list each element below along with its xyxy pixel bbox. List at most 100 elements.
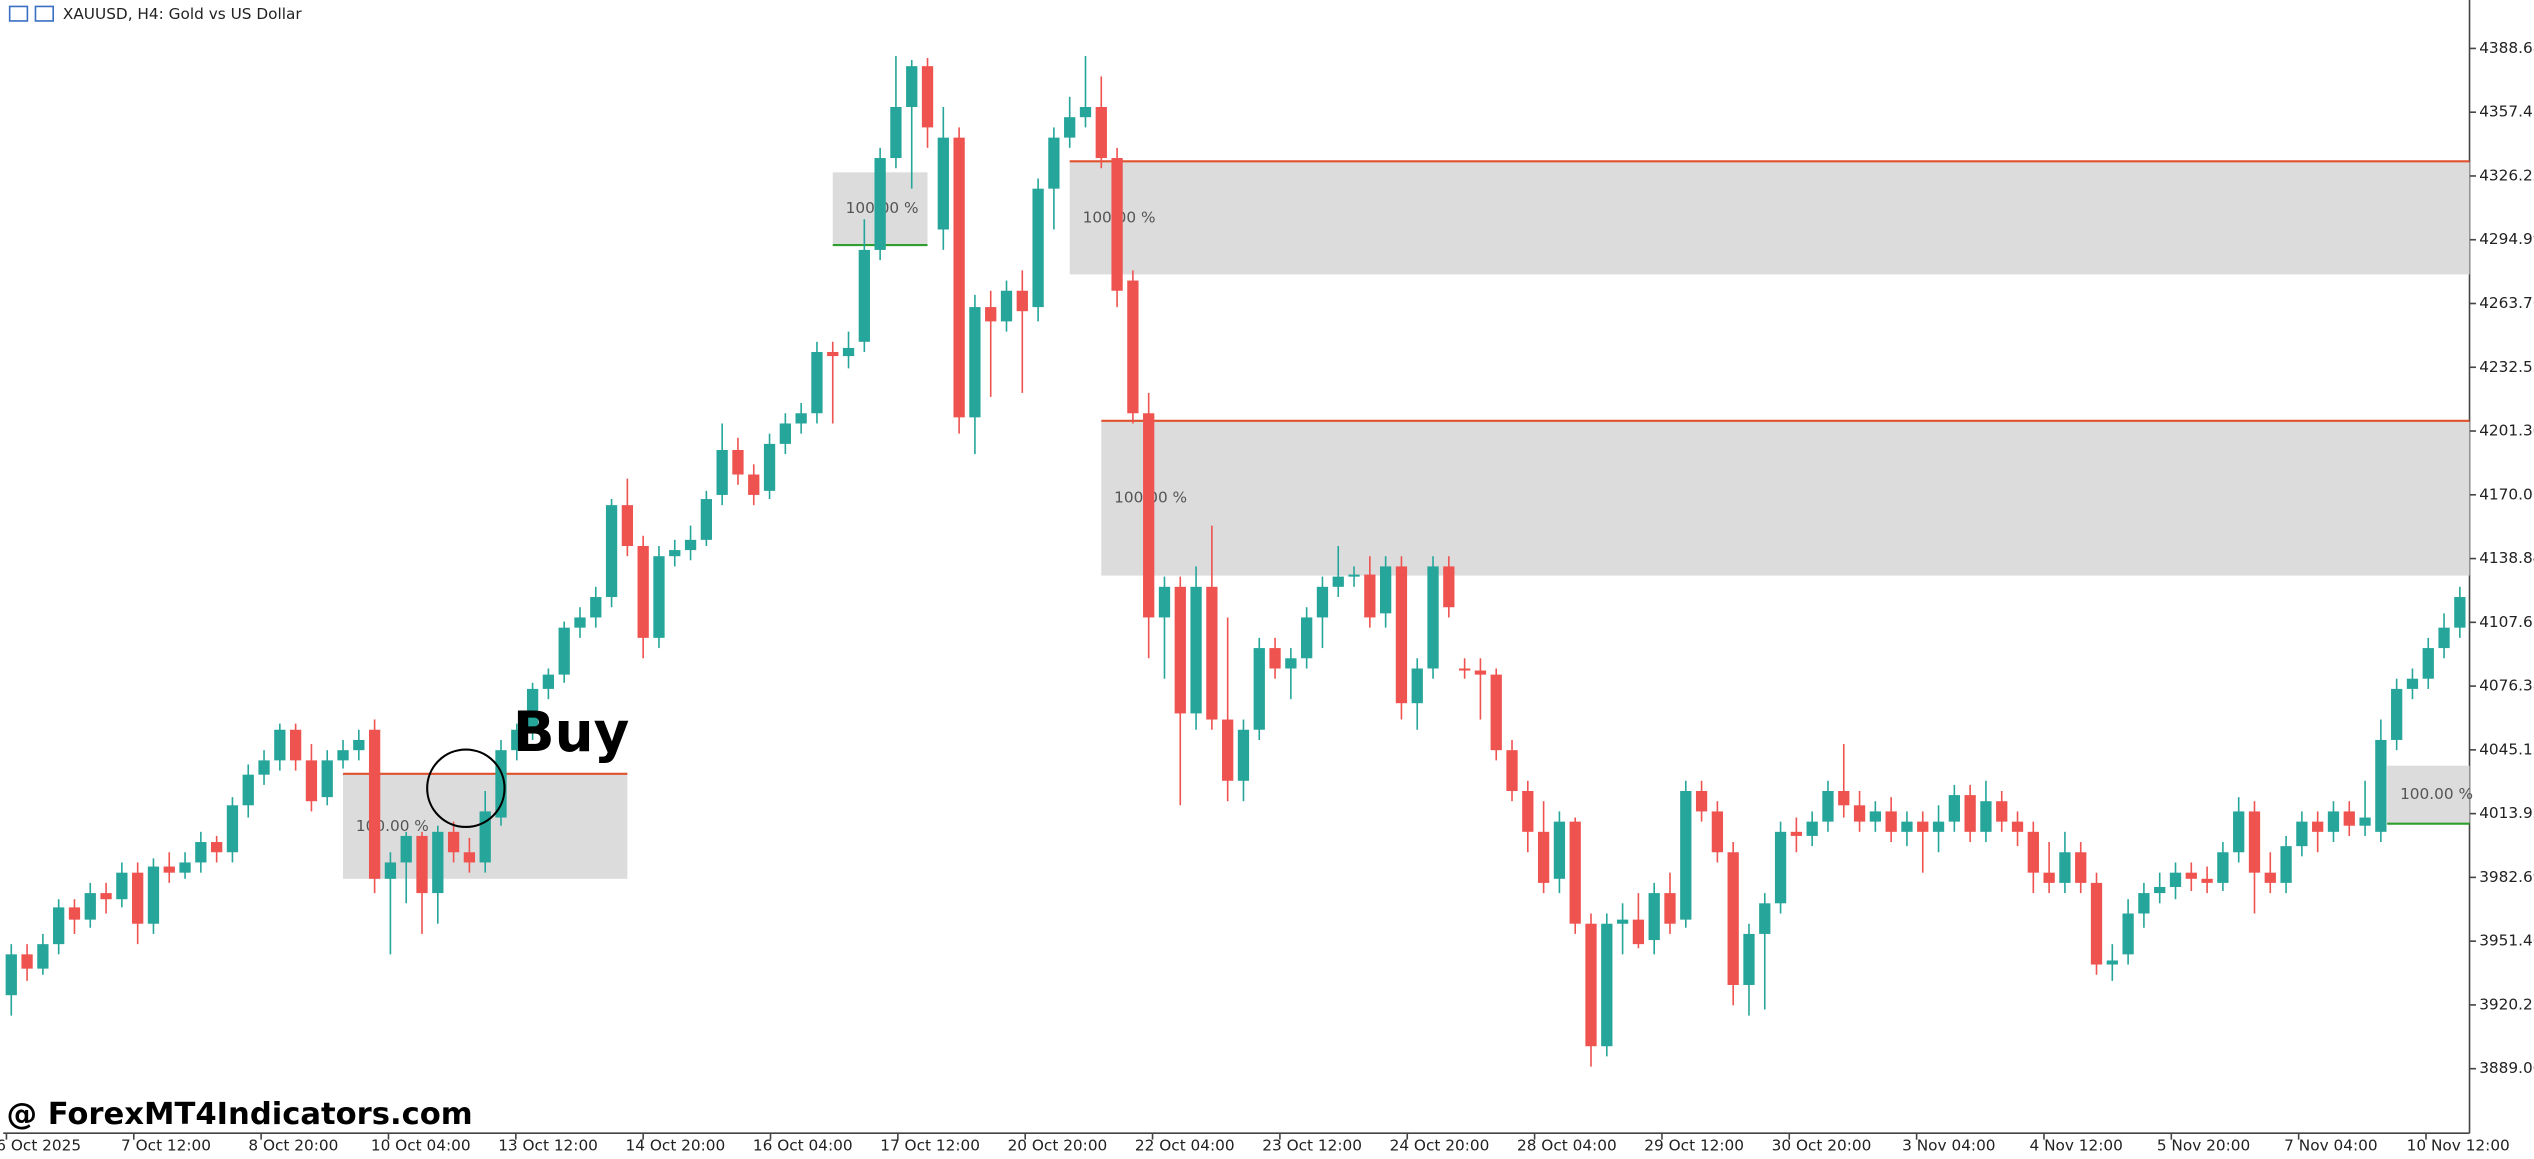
candle-body [858, 249, 870, 342]
zone [2387, 765, 2470, 824]
candle-body [1016, 290, 1028, 312]
candle-body [242, 774, 254, 806]
candle-body [574, 617, 586, 628]
candle-body [2406, 678, 2419, 689]
candle-body [1127, 280, 1139, 414]
candle-body [795, 413, 807, 424]
candle-body [1727, 852, 1739, 985]
candle-body [1395, 566, 1408, 704]
candle-body [1948, 795, 1960, 822]
candle-body [1190, 586, 1202, 714]
candle-body [937, 137, 949, 230]
candle-body [2454, 597, 2466, 628]
candle-body [258, 760, 270, 775]
candle-body [432, 831, 444, 894]
y-tick-label: 4388.68 [2479, 39, 2534, 57]
candle-body [542, 674, 555, 689]
x-tick-label: 4 Nov 12:00 [2030, 1137, 2123, 1155]
candle-body [1364, 574, 1376, 618]
watermark: @ ForexMT4Indicators.com [6, 1097, 472, 1132]
candle-body [1079, 106, 1092, 118]
y-tick-label: 4201.30 [2479, 422, 2534, 440]
candle-body [21, 954, 33, 969]
candle-body [1427, 566, 1439, 669]
x-tick-label: 14 Oct 20:00 [626, 1137, 726, 1155]
candle-body [684, 539, 697, 551]
candle-body [132, 872, 144, 924]
candle-body [1901, 821, 1913, 832]
candle-body [1553, 821, 1566, 879]
candle-body [274, 729, 286, 761]
candle-body [1316, 586, 1329, 618]
x-tick-label: 10 Oct 04:00 [371, 1137, 471, 1155]
candle-body [1632, 919, 1645, 945]
candle-body [2154, 886, 2166, 894]
candle-body [842, 347, 855, 357]
candle-body [1616, 919, 1629, 924]
candle-body [716, 450, 728, 495]
candle-body [1095, 106, 1107, 159]
symbol-icon [8, 5, 54, 22]
candle-body [985, 307, 997, 322]
candle-body [147, 866, 160, 924]
zone [1069, 161, 2470, 275]
candle-body [1853, 805, 1866, 822]
candle-body [116, 872, 128, 900]
candle-body [2090, 882, 2103, 965]
candle-body [827, 352, 839, 357]
candle-body [874, 158, 886, 250]
x-tick-label: 8 Oct 20:00 [248, 1137, 338, 1155]
candle-body [226, 805, 239, 853]
candle-body [2138, 893, 2150, 914]
candle-body [2343, 811, 2355, 826]
y-tick-label: 4357.45 [2479, 103, 2534, 121]
candle-body [37, 944, 49, 969]
candle-body [1411, 668, 1423, 704]
candle-body [2217, 852, 2229, 883]
candle-body [2248, 811, 2261, 873]
candle-body [1743, 933, 1755, 985]
candle-body [1932, 821, 1945, 832]
candle-body [700, 499, 713, 540]
candle-body [2027, 831, 2039, 873]
candle-body [1790, 831, 1803, 836]
y-tick-label: 4107.61 [2479, 613, 2534, 631]
candle-body [1680, 791, 1692, 920]
candle-body [2011, 821, 2024, 832]
candle-body [1838, 791, 1850, 806]
y-tick-label: 4326.22 [2479, 166, 2534, 184]
candle-body [384, 862, 397, 879]
x-tick-label: 7 Nov 04:00 [2284, 1137, 2377, 1155]
candle-body [416, 835, 428, 894]
candle-body [1379, 566, 1392, 614]
candle-body [1759, 903, 1771, 934]
candle-body [1348, 574, 1360, 577]
candle-body [1222, 719, 1234, 781]
candle-body [511, 729, 523, 751]
candle-body [1569, 821, 1581, 924]
y-tick-label: 4294.99 [2479, 230, 2534, 248]
candle-body [2122, 913, 2134, 955]
candle-body [321, 760, 333, 798]
candle-body [495, 750, 507, 818]
candle-body [1143, 413, 1155, 618]
y-tick-label: 4263.76 [2479, 294, 2534, 312]
candle-body [479, 811, 491, 863]
candle-body [779, 423, 791, 444]
x-tick-label: 17 Oct 12:00 [880, 1137, 980, 1155]
candle-body [1648, 893, 1660, 941]
x-tick-label: 16 Oct 04:00 [753, 1137, 853, 1155]
y-tick-label: 4138.84 [2479, 549, 2534, 567]
candle-body [890, 106, 902, 159]
candle-body [2185, 872, 2197, 879]
candle-body [1206, 586, 1218, 720]
candle-body [1032, 188, 1044, 308]
candle-body [1537, 831, 1550, 883]
candle-body [2075, 852, 2087, 883]
candle-body [1158, 586, 1171, 618]
x-tick-label: 5 Nov 20:00 [2157, 1137, 2250, 1155]
candle-body [1506, 750, 1518, 792]
candle-body [2359, 817, 2371, 826]
candle-body [732, 450, 744, 475]
candle-body [53, 907, 65, 945]
